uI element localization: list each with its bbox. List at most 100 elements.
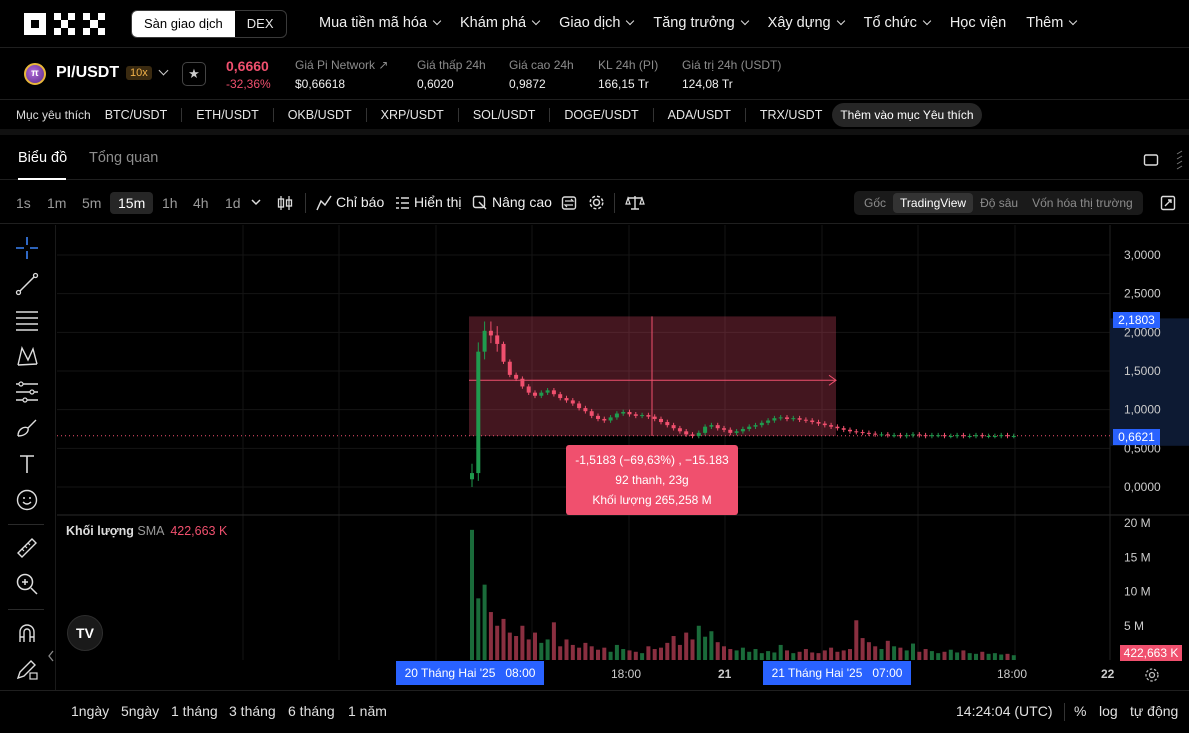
tf-1s[interactable]: 1s: [16, 195, 31, 211]
fav-trx[interactable]: TRX/USDT: [744, 107, 833, 122]
collapse-toolbar-icon[interactable]: [47, 650, 55, 662]
swap-icon[interactable]: [561, 195, 577, 211]
volume-y-tick: 10 M: [1124, 585, 1151, 599]
tab-chart[interactable]: Biểu đồ: [18, 150, 68, 166]
menu-build[interactable]: Xây dựng: [768, 0, 845, 48]
exchange-tab[interactable]: Sàn giao dịch: [132, 11, 235, 37]
favorite-star-icon[interactable]: ★: [182, 62, 206, 86]
utc-clock[interactable]: 14:24:04 (UTC): [956, 703, 1053, 719]
range-3m[interactable]: 3 tháng: [229, 703, 276, 719]
fav-okb[interactable]: OKB/USDT: [272, 107, 366, 122]
auto-toggle[interactable]: tự động: [1130, 703, 1179, 719]
fav-sol[interactable]: SOL/USDT: [457, 107, 550, 122]
tf-15m[interactable]: 15m: [110, 192, 154, 214]
fav-ada[interactable]: ADA/USDT: [652, 107, 745, 122]
candle-body: [961, 435, 966, 437]
add-to-favorites-button[interactable]: Thêm vào mục Yêu thích: [832, 102, 982, 127]
view-depth[interactable]: Độ sâu: [980, 196, 1019, 210]
indicators-button[interactable]: Chỉ báo: [336, 194, 385, 210]
volume-bar: [596, 649, 600, 660]
pair-name[interactable]: PI/USDT: [56, 64, 120, 81]
log-toggle[interactable]: log: [1099, 703, 1118, 719]
pencil-lock-icon[interactable]: [15, 657, 39, 681]
tf-4h[interactable]: 4h: [193, 195, 209, 211]
brush-icon[interactable]: [15, 416, 39, 440]
timeframe-chevron-down-icon[interactable]: [251, 198, 261, 206]
text-tool-icon[interactable]: [15, 452, 39, 476]
menu-more[interactable]: Thêm: [1026, 0, 1078, 48]
fullscreen-icon[interactable]: [1160, 195, 1176, 211]
magnet-icon[interactable]: [15, 621, 39, 645]
okx-logo[interactable]: [24, 13, 105, 35]
candle-type-icon[interactable]: [276, 194, 294, 212]
chart-toolbar: 1s 1m 5m 15m 1h 4h 1d Chỉ báo Hiển thị N…: [0, 181, 1189, 224]
zoom-in-icon[interactable]: [15, 572, 39, 596]
candle-body: [974, 435, 978, 437]
time-axis: 18:00 21 18:00 22 20 Tháng Hai '25 08:00…: [57, 660, 1114, 690]
tf-1m[interactable]: 1m: [47, 195, 67, 211]
range-1y[interactable]: 1 năm: [348, 703, 387, 719]
percent-toggle[interactable]: %: [1074, 703, 1087, 719]
stat-value: 124,08 Tr: [682, 77, 733, 91]
candle-body: [495, 335, 500, 344]
menu-trade[interactable]: Giao dịch: [559, 0, 635, 48]
range-6m[interactable]: 6 tháng: [288, 703, 335, 719]
menu-grow[interactable]: Tăng trưởng: [653, 0, 749, 48]
settings-gear-icon[interactable]: [588, 194, 605, 211]
volume-bar: [961, 650, 966, 660]
fav-doge[interactable]: DOGE/USDT: [549, 107, 652, 122]
indicators-icon[interactable]: [316, 195, 332, 211]
prediction-icon[interactable]: [15, 380, 39, 404]
scroll-handle-icon[interactable]: [1176, 150, 1184, 170]
trend-line-icon[interactable]: [15, 272, 39, 296]
fav-btc[interactable]: BTC/USDT: [104, 107, 168, 122]
candle-body: [986, 435, 991, 437]
dex-tab[interactable]: DEX: [246, 16, 274, 31]
price-chart[interactable]: 3,0000 2,5000 2,0000 1,5000 1,0000 0,5000 0,00…: [57, 225, 1189, 690]
balance-scale-icon[interactable]: [625, 194, 645, 211]
crosshair-icon[interactable]: [15, 236, 39, 260]
range-1d[interactable]: 1ngày: [71, 703, 110, 719]
view-tradingview[interactable]: TradingView: [893, 193, 974, 213]
y-tick: 1,5000: [1124, 364, 1161, 378]
menu-academy[interactable]: Học viện: [950, 0, 1006, 48]
candles: [470, 321, 1016, 487]
view-original[interactable]: Gốc: [864, 196, 887, 210]
axis-settings-gear-icon[interactable]: [1144, 667, 1160, 683]
menu-buy-crypto[interactable]: Mua tiền mã hóa: [319, 0, 442, 48]
pair-dropdown-chevron-icon[interactable]: [158, 65, 169, 76]
emoji-icon[interactable]: [15, 488, 39, 512]
fav-eth[interactable]: ETH/USDT: [181, 107, 273, 122]
tf-1d[interactable]: 1d: [225, 195, 241, 211]
range-1m[interactable]: 1 tháng: [171, 703, 218, 719]
candle-body: [791, 418, 796, 420]
display-icon[interactable]: [395, 196, 410, 210]
chart-canvas[interactable]: 3,00002,50002,00001,50001,00000,50000,00…: [57, 225, 1189, 690]
menu-institutions[interactable]: Tổ chức: [864, 0, 932, 48]
layout-icon[interactable]: [1143, 152, 1159, 168]
y-tick: 2,0000: [1124, 325, 1161, 339]
tab-overview[interactable]: Tổng quan: [89, 150, 159, 166]
candle-body: [1011, 435, 1016, 437]
volume-bar: [885, 640, 890, 660]
range-5d[interactable]: 5ngày: [121, 703, 160, 719]
volume-sma-value: 422,663 K: [170, 524, 228, 538]
candle-body: [577, 403, 582, 409]
volume-bar: [734, 650, 739, 660]
view-market-cap[interactable]: Vốn hóa thị trường: [1032, 196, 1133, 210]
pattern-icon[interactable]: [15, 344, 39, 368]
advanced-button[interactable]: Nâng cao: [492, 194, 552, 210]
candle-body: [589, 411, 594, 416]
tf-1h[interactable]: 1h: [162, 195, 178, 211]
fav-xrp[interactable]: XRP/USDT: [365, 107, 458, 122]
display-button[interactable]: Hiển thị: [414, 194, 462, 210]
chevron-down-icon: [1069, 16, 1078, 26]
advanced-icon[interactable]: [472, 195, 488, 211]
menu-explore[interactable]: Khám phá: [460, 0, 541, 48]
candle-body: [967, 435, 972, 437]
tf-5m[interactable]: 5m: [82, 195, 102, 211]
stat-label[interactable]: Giá Pi Network ↗: [295, 58, 389, 72]
ruler-icon[interactable]: [15, 536, 39, 560]
tradingview-logo-icon[interactable]: TV: [67, 615, 103, 651]
fib-channel-icon[interactable]: [15, 308, 39, 332]
